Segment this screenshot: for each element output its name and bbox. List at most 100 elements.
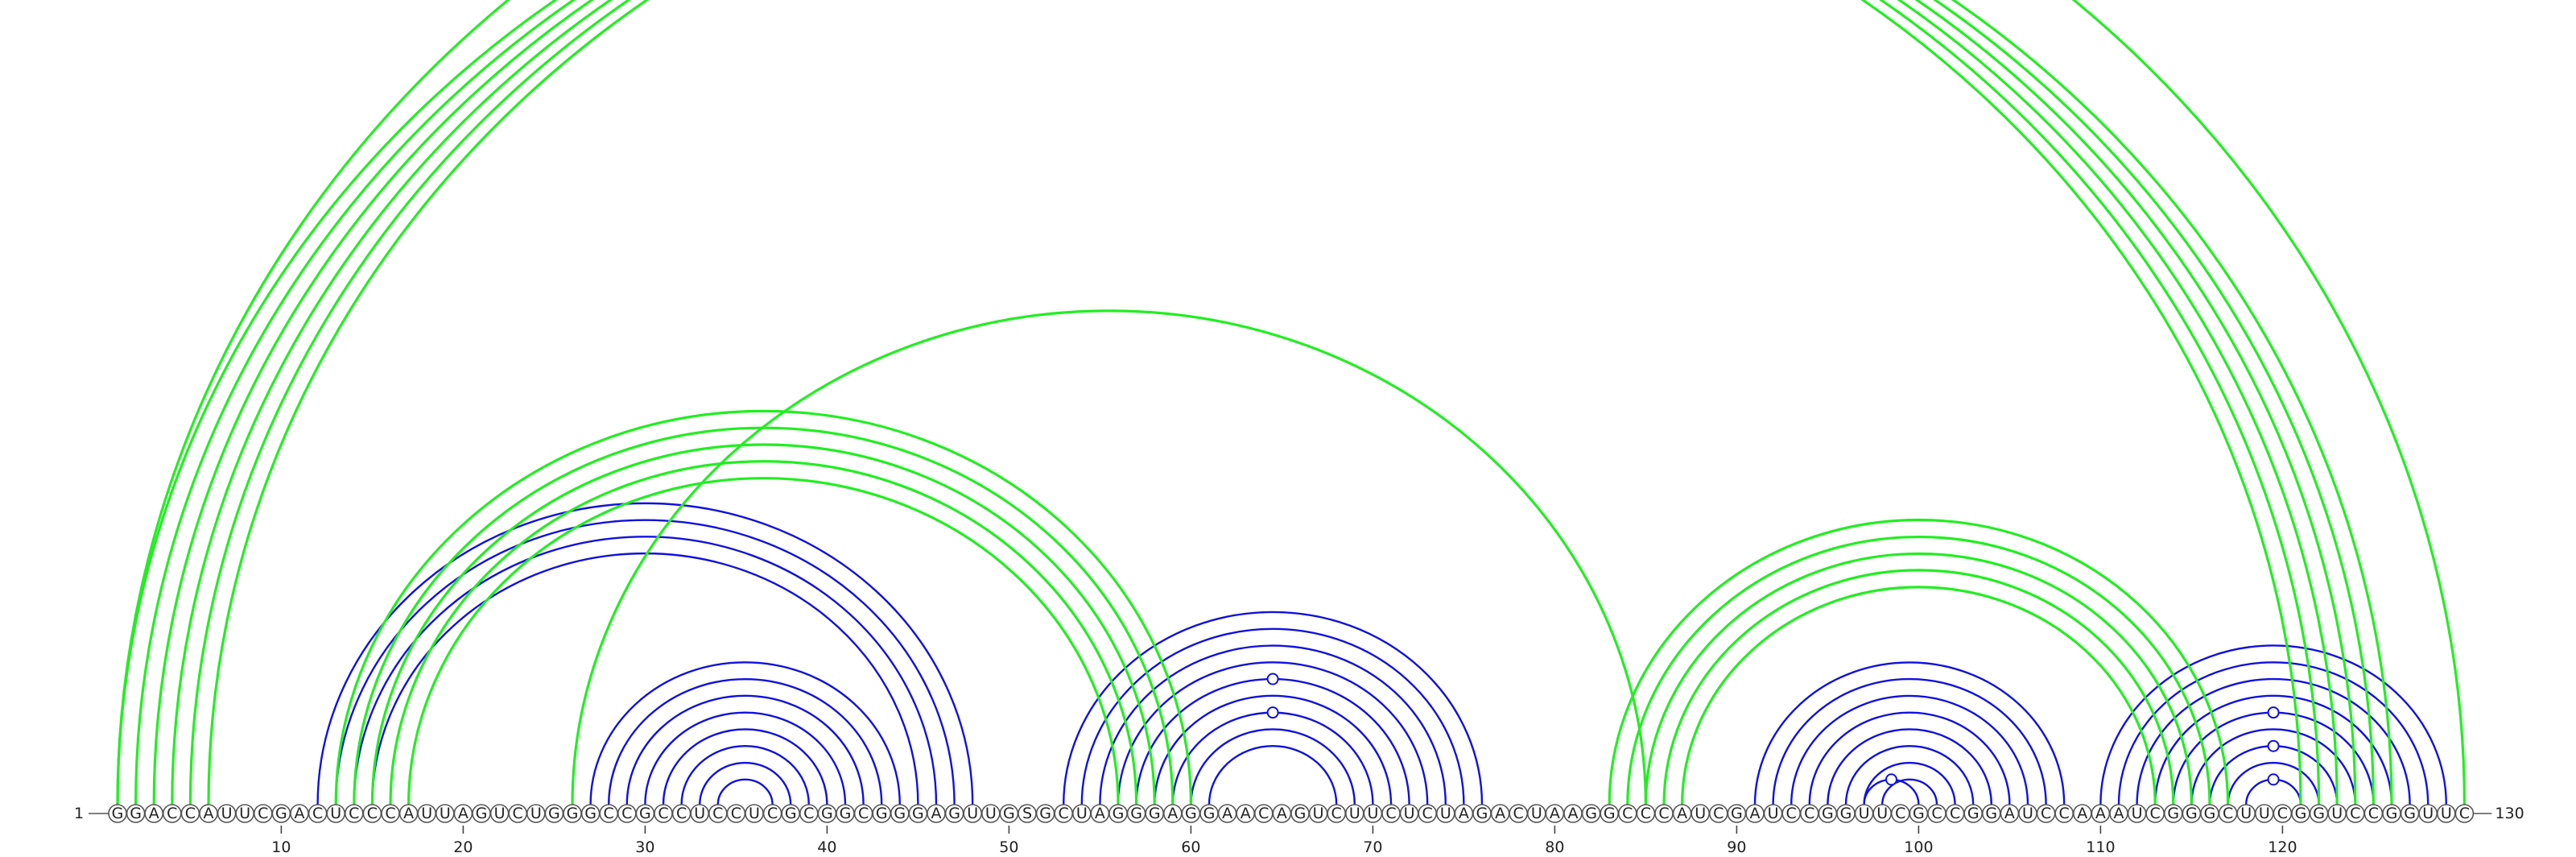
base-pair-arc (663, 729, 827, 805)
nucleotide-letter: U (440, 805, 451, 822)
nucleotide: G (782, 805, 799, 822)
nucleotide-letter: A (295, 805, 305, 822)
nucleotide-letter: G (876, 805, 888, 822)
nucleotide-letter: A (1459, 805, 1469, 822)
nucleotide-letter: G (948, 805, 960, 822)
nucleotide-letter: C (1331, 805, 1342, 822)
nucleotide: G (1909, 805, 1927, 822)
nucleotide-letter: G (1185, 805, 1197, 822)
base-pair-arcs (118, 0, 2464, 805)
base-pair-arc (1810, 713, 2010, 805)
nucleotide: U (982, 805, 1000, 822)
nucleotide: C (509, 805, 526, 822)
nucleotide-letter: C (621, 805, 632, 822)
nucleotide: C (1327, 805, 1345, 822)
nucleotide: C (673, 805, 691, 822)
end-index-label: 130 (2495, 805, 2524, 822)
nucleotide: C (764, 805, 782, 822)
base-pair-arc (645, 713, 845, 805)
nucleotide-letter: G (1130, 805, 1142, 822)
nucleotide: G (2165, 805, 2182, 822)
nucleotide: U (964, 805, 981, 822)
tick-label: 120 (2268, 838, 2297, 856)
nucleotide: U (2019, 805, 2037, 822)
nucleotide-letter: G (894, 805, 906, 822)
nucleotide: C (2037, 805, 2055, 822)
nucleotide-letter: C (2059, 805, 2070, 822)
nucleotide: C (345, 805, 363, 822)
nucleotide: C (1892, 805, 1909, 822)
nucleotide-letter: G (1840, 805, 1852, 822)
nucleotide: C (1509, 805, 1527, 822)
nucleotide-letter: S (1022, 805, 1032, 822)
nucleotide-letter: C (731, 805, 741, 822)
nucleotide-letter: U (749, 805, 760, 822)
nucleotide-letter: U (494, 805, 506, 822)
nucleotide: U (1364, 805, 1381, 822)
nucleotide: C (382, 805, 399, 822)
nucleotide: S (1018, 805, 1036, 822)
nucleotide: U (327, 805, 345, 822)
nucleotide: U (691, 805, 708, 822)
nucleotide-letter: G (112, 805, 124, 822)
nucleotide-letter: G (1585, 805, 1597, 822)
nucleotide-letter: C (513, 805, 523, 822)
nucleotide-letter: U (1404, 805, 1415, 822)
nucleotide: A (1091, 805, 1108, 822)
base-pair-arc (718, 780, 773, 805)
nucleotide-letter: G (2167, 805, 2179, 822)
nucleotide: G (1983, 805, 2000, 822)
nucleotide: C (1710, 805, 1728, 822)
nucleotide-letter: G (639, 805, 651, 822)
nucleotide: A (1492, 805, 1509, 822)
tick-label: 10 (271, 838, 291, 856)
nucleotide-letter: G (840, 805, 852, 822)
nucleotide: A (454, 805, 472, 822)
nucleotide-letter: U (694, 805, 705, 822)
nucleotide-letter: G (912, 805, 924, 822)
nucleotide-letter: G (548, 805, 560, 822)
nucleotide: U (436, 805, 454, 822)
nucleotide-letter: C (858, 805, 869, 822)
nucleotide: C (709, 805, 727, 822)
nucleotide-letter: A (1550, 805, 1560, 822)
base-pair-arc (1755, 662, 2064, 805)
nucleotide: G (836, 805, 854, 822)
nucleotide: C (1418, 805, 1436, 822)
tick-label: 70 (1363, 838, 1382, 856)
nucleotide-letter: C (1513, 805, 1524, 822)
nucleotide: U (2438, 805, 2455, 822)
nucleotide: A (1746, 805, 1764, 822)
nucleotide: A (291, 805, 308, 822)
nucleotide: C (2347, 805, 2364, 822)
nucleotide-letter: C (1658, 805, 1669, 822)
nucleotide-letter: G (1113, 805, 1125, 822)
nucleotide: G (473, 805, 490, 822)
nucleotide-letter: G (130, 805, 142, 822)
nucleotide: C (618, 805, 636, 822)
nucleotide-letter: G (1003, 805, 1015, 822)
nucleotide-letter: G (2386, 805, 2398, 822)
tick-label: 40 (817, 838, 836, 856)
nucleotide: C (1782, 805, 1800, 822)
nucleotide-letter: C (312, 805, 323, 822)
tick-label: 60 (1181, 838, 1200, 856)
nucleotide: G (2292, 805, 2310, 822)
nucleotide-letter: A (458, 805, 469, 822)
nucleotide-letter: A (1095, 805, 1105, 822)
nucleotide: G (545, 805, 563, 822)
nucleotide-letter: C (1622, 805, 1633, 822)
tick-label: 90 (1727, 838, 1746, 856)
nucleotide-letter: C (658, 805, 668, 822)
nucleotide-letter: U (2022, 805, 2033, 822)
tick-label: 100 (1904, 838, 1933, 856)
nucleotide: C (1801, 805, 1818, 822)
base-pair-arc (591, 662, 900, 805)
nucleotide-letter: C (803, 805, 814, 822)
nucleotide-letter: G (1985, 805, 1997, 822)
nucleotide: G (272, 805, 290, 822)
nucleotide: A (2110, 805, 2128, 822)
nucleotide-letter: U (985, 805, 997, 822)
noncanonical-pair-marker (2268, 741, 2279, 751)
